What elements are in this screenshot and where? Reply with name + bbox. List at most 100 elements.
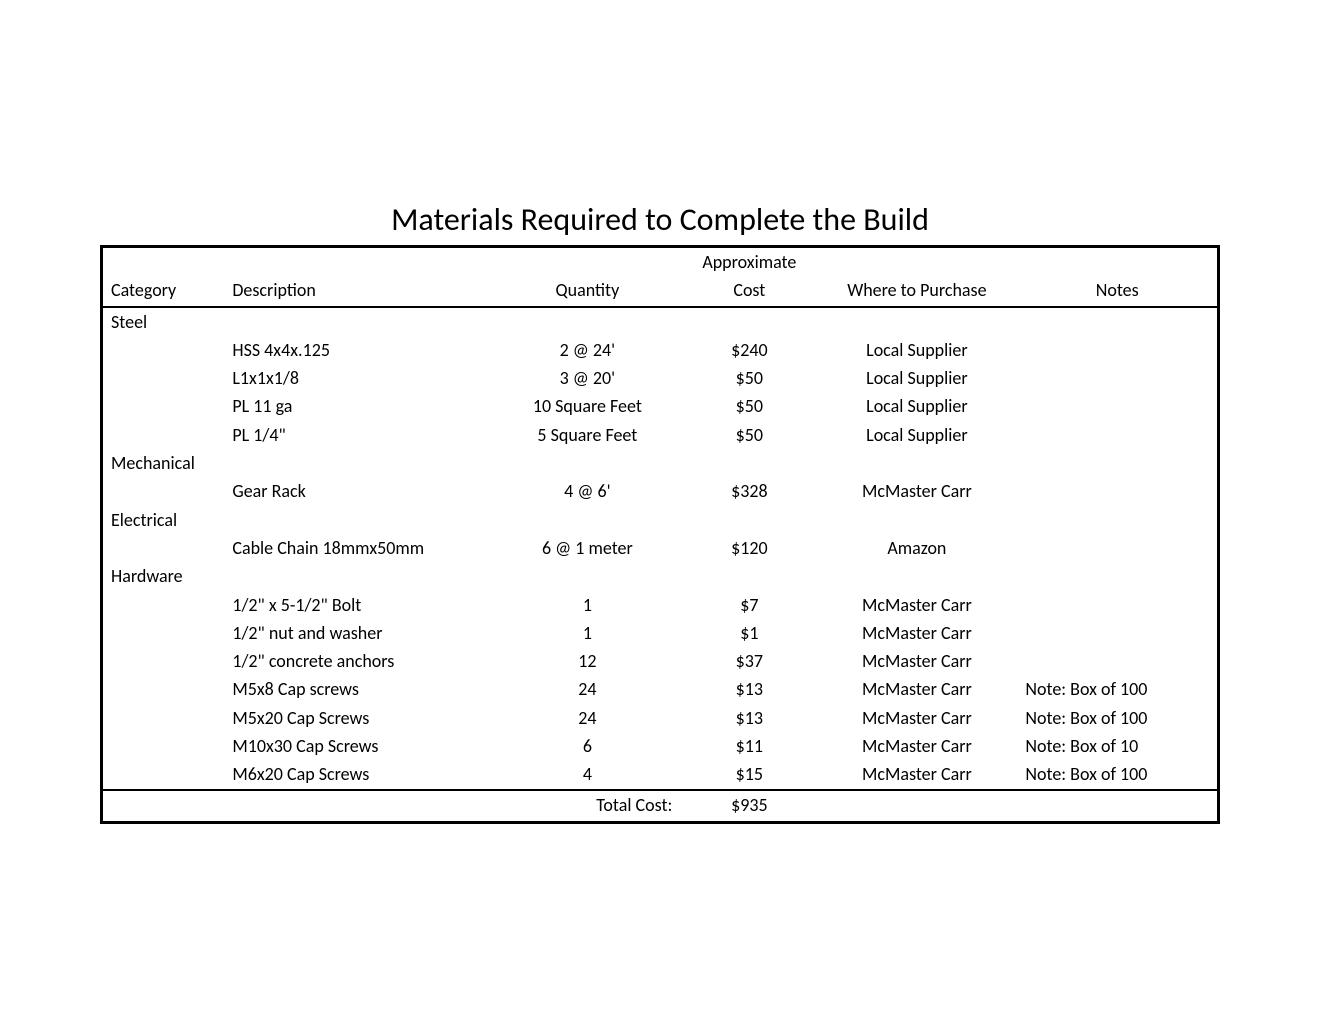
cell-quantity: 3 @ 20' bbox=[492, 364, 682, 392]
total-row: Total Cost: $935 bbox=[102, 790, 1219, 823]
cell-quantity: 24 bbox=[492, 704, 682, 732]
cell-cost: $37 bbox=[682, 647, 816, 675]
category-label: Electrical bbox=[102, 506, 225, 534]
header-description: Description bbox=[224, 276, 492, 306]
cell-notes bbox=[1017, 477, 1218, 505]
cell-purchase: McMaster Carr bbox=[816, 591, 1017, 619]
cell-notes: Note: Box of 100 bbox=[1017, 760, 1218, 789]
cell-cost: $1 bbox=[682, 619, 816, 647]
cell-notes bbox=[1017, 336, 1218, 364]
cell-description: L1x1x1/8 bbox=[224, 364, 492, 392]
cell-cost: $15 bbox=[682, 760, 816, 789]
cell-cost: $328 bbox=[682, 477, 816, 505]
page-title: Materials Required to Complete the Build bbox=[100, 200, 1220, 239]
table-body: SteelHSS 4x4x.1252 @ 24'$240Local Suppli… bbox=[102, 307, 1219, 790]
cell-purchase: Local Supplier bbox=[816, 336, 1017, 364]
header-cost-top: Approximate bbox=[682, 247, 816, 277]
cell-notes bbox=[1017, 392, 1218, 420]
table-row: 1/2" concrete anchors12$37McMaster Carr bbox=[102, 647, 1219, 675]
cell-quantity: 5 Square Feet bbox=[492, 421, 682, 449]
category-row: Hardware bbox=[102, 562, 1219, 590]
cell-notes bbox=[1017, 619, 1218, 647]
cell-notes bbox=[1017, 534, 1218, 562]
cell-cost: $50 bbox=[682, 364, 816, 392]
total-label: Total Cost: bbox=[492, 790, 682, 823]
header-cost: Cost bbox=[682, 276, 816, 306]
cell-cost: $120 bbox=[682, 534, 816, 562]
cell-description: 1/2" nut and washer bbox=[224, 619, 492, 647]
table-row: 1/2" x 5-1/2" Bolt1$7McMaster Carr bbox=[102, 591, 1219, 619]
table-row: M5x8 Cap screws24$13McMaster CarrNote: B… bbox=[102, 675, 1219, 703]
cell-quantity: 1 bbox=[492, 591, 682, 619]
header-purchase: Where to Purchase bbox=[816, 276, 1017, 306]
cell-cost: $11 bbox=[682, 732, 816, 760]
category-label: Steel bbox=[102, 307, 225, 336]
cell-quantity: 1 bbox=[492, 619, 682, 647]
table-row: PL 11 ga10 Square Feet$50Local Supplier bbox=[102, 392, 1219, 420]
total-value: $935 bbox=[682, 790, 816, 823]
cell-description: PL 11 ga bbox=[224, 392, 492, 420]
cell-description: M6x20 Cap Screws bbox=[224, 760, 492, 789]
cell-notes bbox=[1017, 647, 1218, 675]
cell-quantity: 24 bbox=[492, 675, 682, 703]
cell-description: M5x8 Cap screws bbox=[224, 675, 492, 703]
category-label: Hardware bbox=[102, 562, 225, 590]
cell-cost: $240 bbox=[682, 336, 816, 364]
table-row: Cable Chain 18mmx50mm6 @ 1 meter$120Amaz… bbox=[102, 534, 1219, 562]
header-quantity: Quantity bbox=[492, 276, 682, 306]
cell-quantity: 4 bbox=[492, 760, 682, 789]
cell-quantity: 6 @ 1 meter bbox=[492, 534, 682, 562]
cell-notes bbox=[1017, 421, 1218, 449]
cell-description: M5x20 Cap Screws bbox=[224, 704, 492, 732]
cell-notes: Note: Box of 100 bbox=[1017, 675, 1218, 703]
cell-quantity: 4 @ 6' bbox=[492, 477, 682, 505]
materials-table: Approximate Category Description Quantit… bbox=[100, 245, 1220, 824]
category-row: Mechanical bbox=[102, 449, 1219, 477]
cell-purchase: McMaster Carr bbox=[816, 647, 1017, 675]
table-row: M5x20 Cap Screws24$13McMaster CarrNote: … bbox=[102, 704, 1219, 732]
cell-quantity: 12 bbox=[492, 647, 682, 675]
cell-purchase: Local Supplier bbox=[816, 364, 1017, 392]
cell-cost: $50 bbox=[682, 421, 816, 449]
cell-quantity: 2 @ 24' bbox=[492, 336, 682, 364]
table-row: PL 1/4"5 Square Feet$50Local Supplier bbox=[102, 421, 1219, 449]
cell-purchase: McMaster Carr bbox=[816, 760, 1017, 789]
cell-description: Cable Chain 18mmx50mm bbox=[224, 534, 492, 562]
cell-cost: $13 bbox=[682, 675, 816, 703]
cell-cost: $13 bbox=[682, 704, 816, 732]
cell-cost: $7 bbox=[682, 591, 816, 619]
header-notes: Notes bbox=[1017, 276, 1218, 306]
table-row: L1x1x1/83 @ 20'$50Local Supplier bbox=[102, 364, 1219, 392]
table-row: 1/2" nut and washer1$1McMaster Carr bbox=[102, 619, 1219, 647]
table-header: Approximate Category Description Quantit… bbox=[102, 247, 1219, 307]
table-row: HSS 4x4x.1252 @ 24'$240Local Supplier bbox=[102, 336, 1219, 364]
category-row: Steel bbox=[102, 307, 1219, 336]
category-row: Electrical bbox=[102, 506, 1219, 534]
cell-cost: $50 bbox=[682, 392, 816, 420]
cell-description: HSS 4x4x.125 bbox=[224, 336, 492, 364]
cell-notes: Note: Box of 10 bbox=[1017, 732, 1218, 760]
category-label: Mechanical bbox=[102, 449, 225, 477]
cell-notes bbox=[1017, 364, 1218, 392]
cell-description: 1/2" x 5-1/2" Bolt bbox=[224, 591, 492, 619]
cell-purchase: McMaster Carr bbox=[816, 619, 1017, 647]
cell-purchase: Local Supplier bbox=[816, 392, 1017, 420]
cell-description: M10x30 Cap Screws bbox=[224, 732, 492, 760]
cell-purchase: McMaster Carr bbox=[816, 477, 1017, 505]
table-row: Gear Rack4 @ 6'$328McMaster Carr bbox=[102, 477, 1219, 505]
cell-quantity: 10 Square Feet bbox=[492, 392, 682, 420]
cell-notes bbox=[1017, 591, 1218, 619]
cell-purchase: McMaster Carr bbox=[816, 704, 1017, 732]
cell-purchase: McMaster Carr bbox=[816, 732, 1017, 760]
cell-quantity: 6 bbox=[492, 732, 682, 760]
table-row: M10x30 Cap Screws6$11McMaster CarrNote: … bbox=[102, 732, 1219, 760]
cell-description: PL 1/4" bbox=[224, 421, 492, 449]
cell-description: Gear Rack bbox=[224, 477, 492, 505]
table-row: M6x20 Cap Screws4$15McMaster CarrNote: B… bbox=[102, 760, 1219, 789]
header-category: Category bbox=[102, 276, 225, 306]
cell-purchase: Local Supplier bbox=[816, 421, 1017, 449]
cell-description: 1/2" concrete anchors bbox=[224, 647, 492, 675]
cell-notes: Note: Box of 100 bbox=[1017, 704, 1218, 732]
cell-purchase: McMaster Carr bbox=[816, 675, 1017, 703]
cell-purchase: Amazon bbox=[816, 534, 1017, 562]
